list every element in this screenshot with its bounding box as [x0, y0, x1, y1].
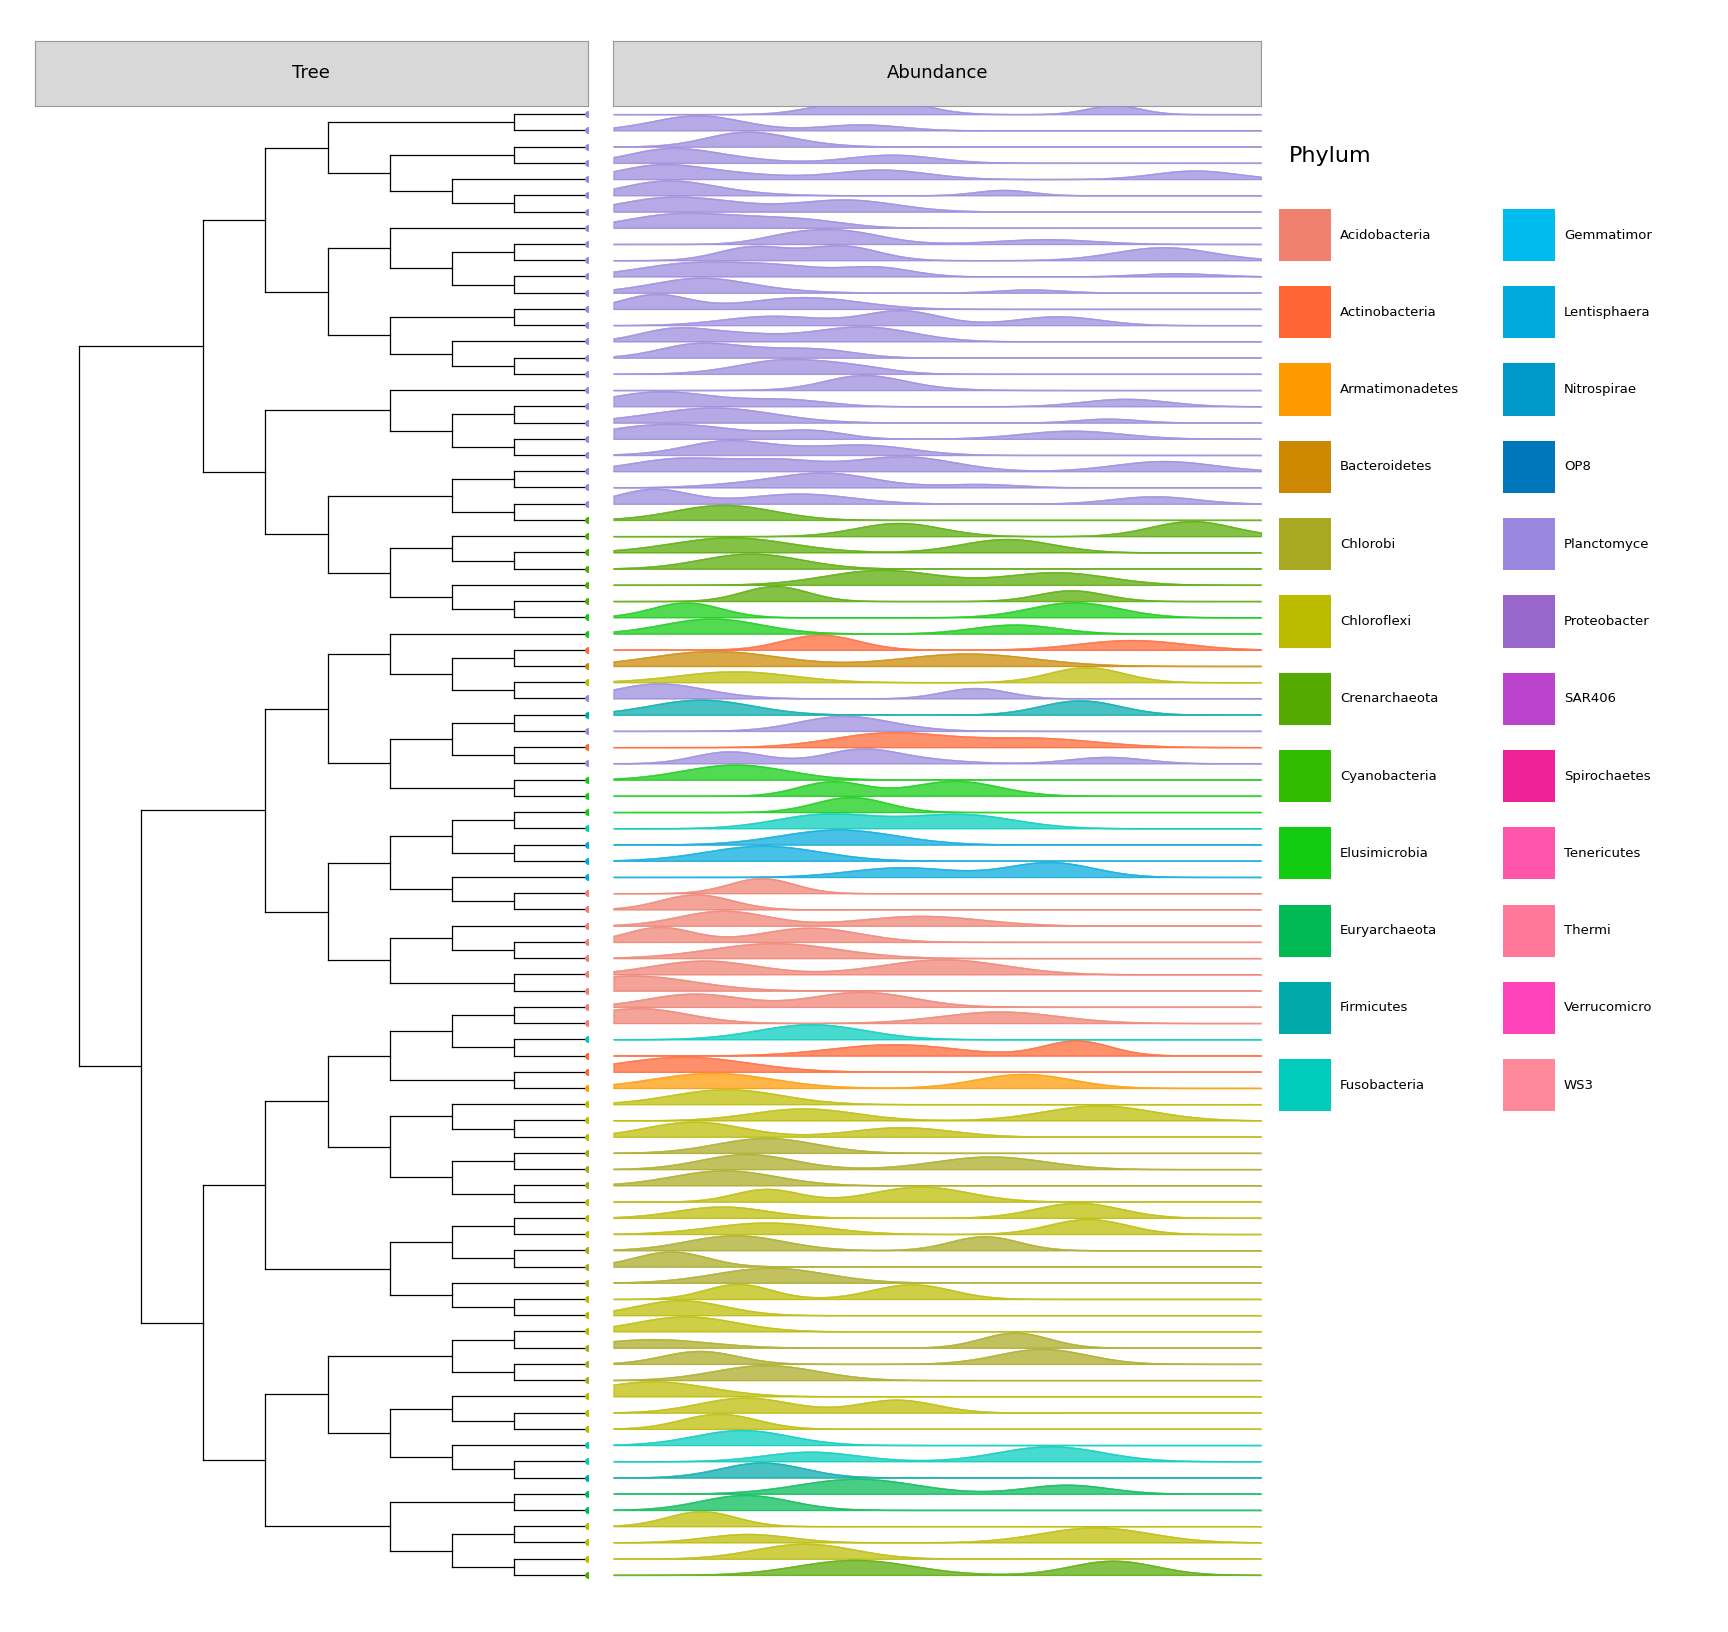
Text: Spirochaetes: Spirochaetes	[1564, 770, 1650, 783]
Bar	[1503, 209, 1555, 261]
Text: Bacteroidetes: Bacteroidetes	[1339, 460, 1433, 473]
Bar	[1279, 441, 1331, 493]
Bar	[1279, 286, 1331, 338]
Text: Thermi: Thermi	[1564, 924, 1610, 937]
Text: SAR406: SAR406	[1564, 692, 1616, 705]
Text: Acidobacteria: Acidobacteria	[1339, 228, 1431, 242]
Bar	[1503, 827, 1555, 880]
Bar	[1503, 751, 1555, 803]
Bar	[1503, 286, 1555, 338]
Bar	[1503, 672, 1555, 725]
Bar	[1279, 672, 1331, 725]
Text: Abundance: Abundance	[886, 64, 988, 83]
Bar	[1279, 364, 1331, 416]
Text: Cyanobacteria: Cyanobacteria	[1339, 770, 1436, 783]
Bar	[1279, 1059, 1331, 1111]
Text: Elusimicrobia: Elusimicrobia	[1339, 847, 1429, 860]
Bar	[1279, 982, 1331, 1035]
Bar	[1503, 982, 1555, 1035]
Bar	[1503, 596, 1555, 648]
Text: Tenericutes: Tenericutes	[1564, 847, 1640, 860]
Text: Actinobacteria: Actinobacteria	[1339, 305, 1436, 318]
Text: Lentisphaera: Lentisphaera	[1564, 305, 1650, 318]
Text: Tree: Tree	[292, 64, 330, 83]
Bar	[1503, 904, 1555, 956]
Text: Planctomyce: Planctomyce	[1564, 537, 1650, 550]
Bar	[1279, 596, 1331, 648]
Text: Verrucomicro: Verrucomicro	[1564, 1002, 1652, 1015]
Bar	[1503, 517, 1555, 570]
Bar	[1279, 209, 1331, 261]
Bar	[1503, 1059, 1555, 1111]
Bar	[1279, 827, 1331, 880]
Text: Armatimonadetes: Armatimonadetes	[1339, 384, 1458, 397]
Bar	[1279, 904, 1331, 956]
Bar	[1279, 517, 1331, 570]
Text: Proteobacter: Proteobacter	[1564, 615, 1650, 628]
Text: Nitrospirae: Nitrospirae	[1564, 384, 1636, 397]
Text: Phylum: Phylum	[1289, 147, 1372, 166]
Text: Chloroflexi: Chloroflexi	[1339, 615, 1412, 628]
Text: Fusobacteria: Fusobacteria	[1339, 1079, 1426, 1092]
Text: OP8: OP8	[1564, 460, 1591, 473]
Text: Euryarchaeota: Euryarchaeota	[1339, 924, 1438, 937]
Bar	[1503, 364, 1555, 416]
Text: Firmicutes: Firmicutes	[1339, 1002, 1408, 1015]
Bar	[1279, 751, 1331, 803]
Text: WS3: WS3	[1564, 1079, 1593, 1092]
Text: Gemmatimor: Gemmatimor	[1564, 228, 1652, 242]
Text: Crenarchaeota: Crenarchaeota	[1339, 692, 1438, 705]
Text: Chlorobi: Chlorobi	[1339, 537, 1394, 550]
Bar	[1503, 441, 1555, 493]
